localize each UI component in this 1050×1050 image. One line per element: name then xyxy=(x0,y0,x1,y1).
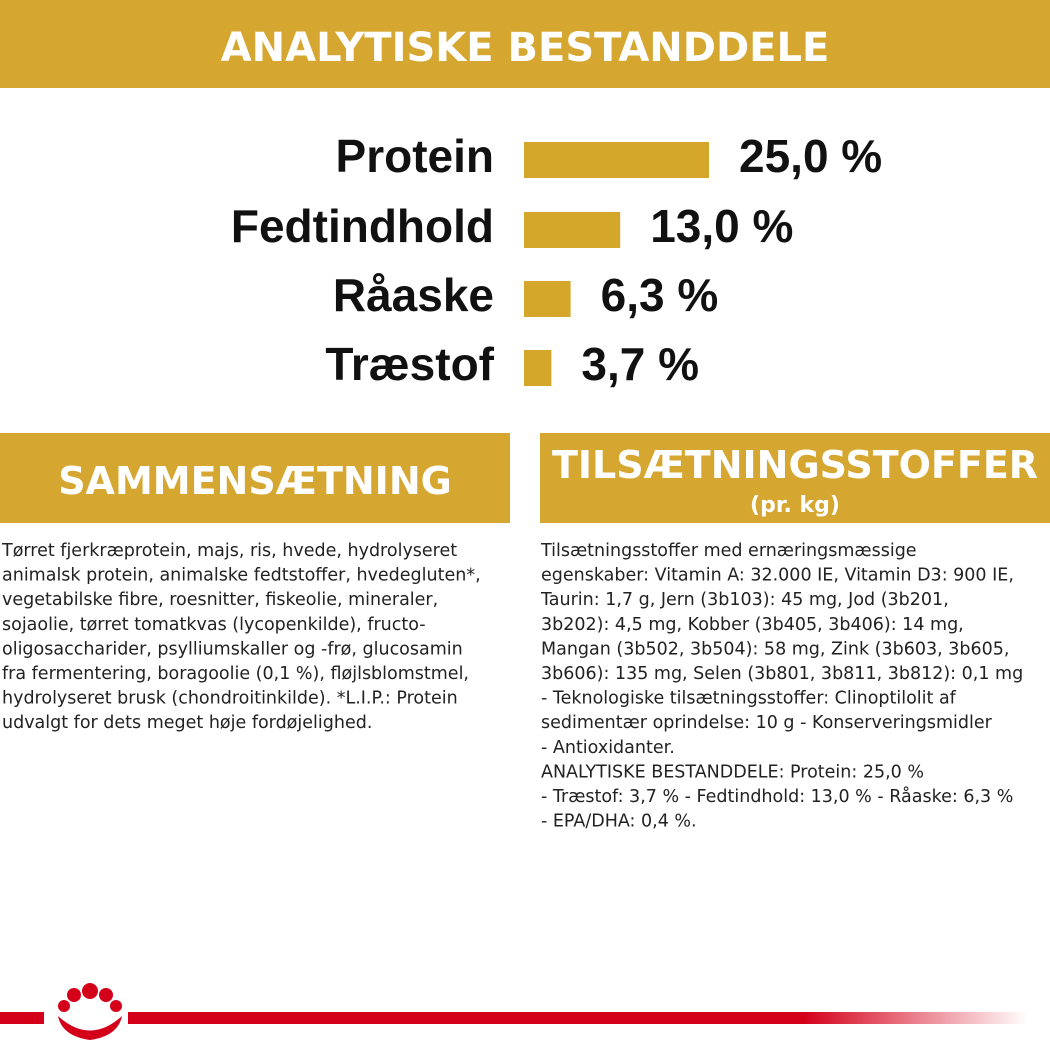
bar xyxy=(524,281,571,317)
additives-subtitle: (pr. kg) xyxy=(750,493,840,518)
additives-line: Taurin: 1,7 g, Jern (3b103): 45 mg, Jod … xyxy=(540,590,949,610)
value-label: 6,3 % xyxy=(601,269,719,321)
header-band xyxy=(0,0,1050,88)
value-label: 13,0 % xyxy=(650,200,793,252)
composition-line: oligosaccharider, psylliumskaller og -fr… xyxy=(2,639,463,659)
value-label: 25,0 % xyxy=(739,130,882,182)
nutrient-label: Fedtindhold xyxy=(231,200,494,252)
value-label: 3,7 % xyxy=(581,338,699,390)
composition-line: hydrolyseret brusk (chondroitinkilde). *… xyxy=(2,689,458,709)
composition-line: sojaolie, tørret tomatkvas (lycopenkilde… xyxy=(2,615,426,635)
additives-line: - Træstof: 3,7 % - Fedtindhold: 13,0 % -… xyxy=(541,786,1013,807)
additives-line: - Antioxidanter. xyxy=(541,738,675,758)
additives-line: Tilsætningsstoffer med ernæringsmæssige xyxy=(540,541,917,561)
nutrient-label: Træstof xyxy=(325,338,494,390)
logo xyxy=(58,983,122,1040)
bar xyxy=(524,212,621,248)
composition-line: vegetabilske fibre, roesnitter, fiskeoli… xyxy=(2,590,438,610)
header-title: ANALYTISKE BESTANDDELE xyxy=(221,25,830,71)
composition-line: animalsk protein, animalske fedtstoffer,… xyxy=(2,566,481,586)
additives-line: egenskaber: Vitamin A: 32.000 IE, Vitami… xyxy=(541,566,1014,586)
composition-band xyxy=(0,433,510,523)
additives-line: - EPA/DHA: 0,4 %. xyxy=(541,812,697,832)
additives-title: TILSÆTNINGSSTOFFER xyxy=(552,443,1038,487)
composition-title: SAMMENSÆTNING xyxy=(58,459,452,503)
nutrient-label: Råaske xyxy=(333,269,494,321)
composition-line: fra fermentering, boragoolie (0,1 %), fl… xyxy=(2,664,469,684)
composition-line: Tørret fjerkræprotein, majs, ris, hvede,… xyxy=(1,541,457,561)
additives-line: ANALYTISKE BESTANDDELE: Protein: 25,0 % xyxy=(541,762,924,782)
additives-band xyxy=(540,433,1050,523)
nutrient-label: Protein xyxy=(336,130,494,182)
additives-line: 3b606): 135 mg, Selen (3b801, 3b811, 3b8… xyxy=(541,664,1023,684)
composition-line: udvalgt for dets meget høje fordøjelighe… xyxy=(2,713,372,733)
additives-line: 3b202): 4,5 mg, Kobber (3b405, 3b406): 1… xyxy=(541,615,964,635)
additives-line: sedimentær oprindelse: 10 g - Konserveri… xyxy=(541,713,993,733)
brand-line-left xyxy=(0,1012,44,1024)
bar xyxy=(524,142,709,178)
brand-line xyxy=(128,1012,1028,1024)
bar xyxy=(524,350,552,386)
additives-line: Mangan (3b502, 3b504): 58 mg, Zink (3b60… xyxy=(541,639,1009,659)
additives-line: - Teknologiske tilsætningsstoffer: Clino… xyxy=(541,689,957,709)
